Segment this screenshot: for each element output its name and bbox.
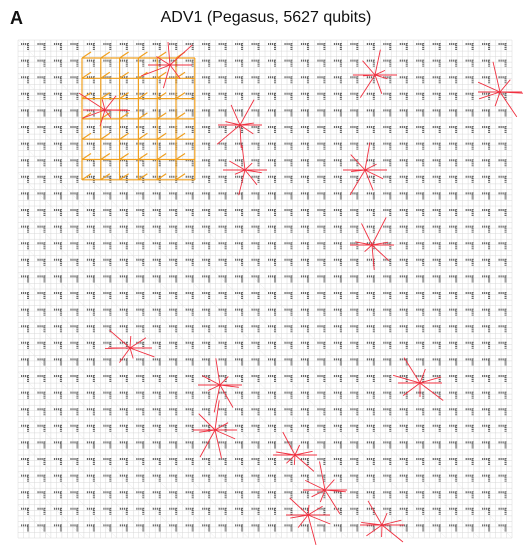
qubit-graph xyxy=(17,39,524,546)
highlight-burst xyxy=(353,49,397,98)
highlight-burst xyxy=(343,142,387,196)
highlight-burst xyxy=(104,329,155,363)
highlight-burst xyxy=(360,500,404,543)
coupler-lines xyxy=(17,39,513,539)
panel-label: A xyxy=(10,8,23,28)
qubits xyxy=(21,43,507,532)
highlight-burst xyxy=(216,99,262,149)
diagonal-couplers xyxy=(17,39,513,539)
highlight-burst xyxy=(223,145,267,196)
embedding xyxy=(81,51,196,181)
highlight-burst xyxy=(303,461,347,514)
highlight-burst xyxy=(392,357,444,401)
highlight-burst xyxy=(286,497,331,546)
highlight-burst xyxy=(477,61,524,118)
highlight-burst xyxy=(198,358,242,413)
highlight-burst xyxy=(78,92,131,127)
highlight-burst xyxy=(140,42,193,89)
highlight-burst xyxy=(193,400,237,459)
figure-title: ADV1 (Pegasus, 5627 qubits) xyxy=(161,9,372,26)
highlight-burst xyxy=(350,217,394,270)
highlight-burst xyxy=(273,431,317,472)
